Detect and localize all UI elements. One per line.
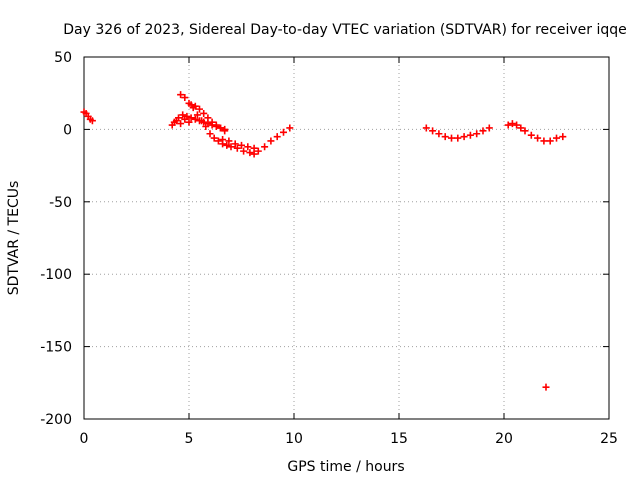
- series-arc-3: [504, 120, 567, 145]
- data-point: [223, 141, 231, 149]
- data-point: [196, 105, 203, 113]
- data-point: [286, 124, 294, 132]
- data-point: [191, 115, 199, 123]
- data-point: [219, 136, 227, 144]
- data-point: [540, 137, 548, 145]
- data-point: [227, 143, 235, 151]
- data-point: [553, 134, 560, 142]
- y-tick-label: -50: [49, 195, 72, 211]
- data-point: [473, 130, 481, 138]
- data-point: [460, 133, 468, 141]
- data-point: [504, 121, 512, 129]
- data-point: [191, 102, 199, 110]
- data-point: [254, 147, 262, 155]
- data-point: [88, 117, 96, 125]
- data-point: [172, 117, 180, 125]
- data-point: [168, 121, 176, 129]
- data-point: [441, 133, 449, 141]
- x-axis-label: GPS time / hours: [287, 459, 404, 475]
- data-point: [240, 147, 248, 155]
- y-tick-label: -200: [40, 412, 72, 428]
- data-point: [202, 123, 210, 131]
- data-point: [422, 124, 430, 132]
- x-tick-label: 10: [285, 431, 303, 447]
- data-point: [185, 118, 193, 126]
- chart-title: Day 326 of 2023, Sidereal Day-to-day VTE…: [63, 22, 627, 38]
- data-point: [181, 115, 189, 123]
- series-outlier: [542, 383, 550, 391]
- data-point: [273, 133, 281, 141]
- data-point: [208, 118, 216, 126]
- x-tick-label: 0: [80, 431, 89, 447]
- series-arc-1d: [219, 136, 258, 152]
- data-point: [527, 131, 535, 139]
- data-point: [179, 111, 187, 119]
- data-point: [250, 144, 258, 152]
- series-arc-1e: [168, 115, 193, 129]
- data-point: [246, 149, 254, 157]
- data-point: [261, 143, 269, 151]
- y-tick-label: 0: [63, 122, 72, 138]
- series-arc-0: [80, 108, 96, 125]
- data-point: [231, 140, 239, 148]
- data-point: [429, 127, 437, 135]
- data-point: [221, 127, 229, 135]
- data-point: [508, 120, 516, 128]
- data-point: [466, 131, 474, 139]
- data-point: [546, 137, 554, 145]
- data-point: [238, 141, 245, 149]
- x-tick-label: 5: [185, 431, 194, 447]
- data-point: [198, 117, 206, 125]
- data-point: [485, 124, 493, 132]
- y-tick-label: -150: [40, 340, 72, 356]
- data-point: [225, 137, 233, 145]
- data-point: [448, 134, 455, 142]
- series-arc-1c: [187, 101, 229, 135]
- data-point: [214, 137, 222, 145]
- data-point: [479, 127, 487, 135]
- x-tick-label: 15: [390, 431, 408, 447]
- data-points: [80, 91, 567, 391]
- data-point: [280, 128, 287, 136]
- data-point: [454, 134, 462, 142]
- x-tick-label: 20: [495, 431, 513, 447]
- data-point: [187, 114, 195, 122]
- data-point: [181, 94, 189, 102]
- data-point: [200, 109, 208, 117]
- series-arc-2: [422, 124, 493, 142]
- data-point: [187, 101, 195, 109]
- data-point: [521, 127, 529, 135]
- y-tick-label: -100: [40, 267, 72, 283]
- axis-ticks: 0 5 10 15 20 25 -200 -150 -100 -50 0 50: [40, 50, 618, 447]
- data-point: [513, 121, 521, 129]
- x-tick-label: 25: [600, 431, 618, 447]
- y-tick-label: 50: [54, 50, 72, 66]
- y-axis-label: SDTVAR / TECUs: [6, 181, 22, 296]
- data-point: [233, 144, 241, 152]
- data-point: [244, 143, 252, 151]
- data-point: [517, 124, 525, 132]
- data-point: [206, 130, 214, 138]
- data-point: [559, 133, 567, 141]
- data-point: [267, 137, 275, 145]
- data-point: [204, 114, 212, 122]
- data-point: [212, 121, 220, 129]
- data-point: [435, 130, 443, 138]
- data-point: [177, 120, 185, 128]
- data-point: [534, 134, 542, 142]
- series-arc-1b: [177, 91, 294, 158]
- data-point: [177, 91, 185, 99]
- data-point: [217, 124, 224, 132]
- data-point: [210, 134, 218, 142]
- plot-frame: [83, 56, 610, 420]
- data-point: [542, 383, 550, 391]
- data-point: [193, 111, 201, 119]
